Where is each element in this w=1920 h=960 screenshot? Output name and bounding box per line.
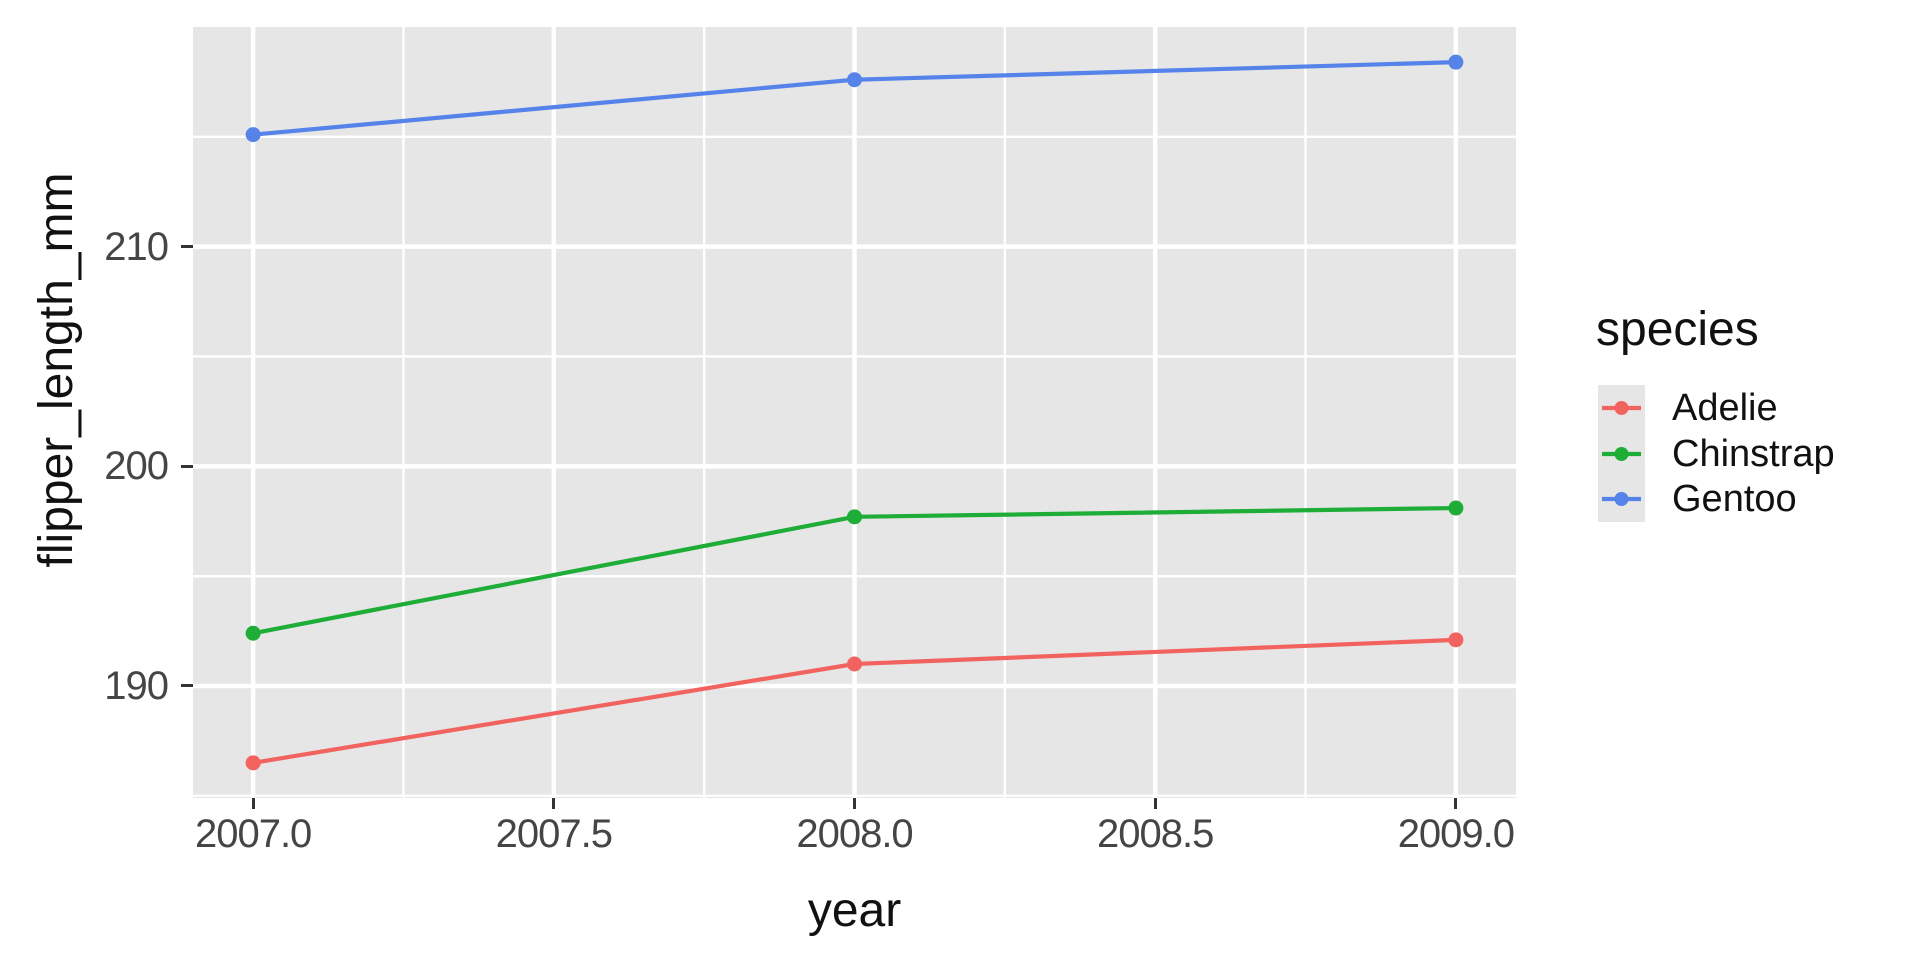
data-point-chinstrap	[1448, 500, 1464, 516]
legend-key-adelie	[1598, 385, 1645, 431]
x-tick-mark	[251, 798, 255, 809]
data-point-gentoo	[1448, 54, 1464, 70]
y-tick-label: 200	[104, 444, 169, 489]
x-tick-mark	[1454, 798, 1458, 809]
data-point-gentoo	[245, 127, 261, 143]
x-tick-label: 2008.5	[1097, 812, 1214, 856]
y-tick-mark	[181, 684, 193, 688]
data-point-adelie	[847, 656, 862, 672]
y-tick-label: 190	[104, 663, 169, 708]
data-point-chinstrap	[847, 509, 862, 525]
data-point-gentoo	[847, 72, 862, 88]
y-tick-label: 210	[104, 224, 169, 269]
plot-area-svg	[193, 27, 1516, 798]
x-tick-mark	[1153, 798, 1157, 809]
legend-title: species	[1596, 303, 1759, 356]
legend-key-symbol-adelie-icon	[1602, 401, 1641, 415]
x-tick-mark	[552, 798, 556, 809]
legend-key-chinstrap	[1598, 431, 1645, 477]
y-tick-mark	[181, 245, 193, 249]
x-tick-label: 2007.0	[194, 812, 312, 856]
x-axis-title: year	[807, 884, 902, 937]
legend-key-symbol-gentoo-icon	[1602, 492, 1641, 506]
y-axis-title: flipper_length_mm	[30, 172, 83, 568]
data-point-adelie	[1448, 632, 1464, 648]
legend-label-adelie: Adelie	[1672, 387, 1778, 429]
data-point-adelie	[245, 755, 261, 771]
x-tick-label: 2007.5	[495, 812, 613, 856]
x-tick-label: 2008.0	[796, 812, 913, 856]
legend-key-gentoo	[1598, 476, 1645, 522]
data-point-chinstrap	[245, 625, 261, 641]
legend-label-chinstrap: Chinstrap	[1672, 433, 1835, 475]
legend-key-symbol-chinstrap-icon	[1602, 447, 1641, 461]
x-tick-label: 2009.0	[1397, 812, 1515, 856]
plot-panel	[193, 27, 1516, 798]
y-tick-mark	[181, 464, 193, 468]
x-tick-mark	[853, 798, 856, 809]
legend-label-gentoo: Gentoo	[1672, 478, 1797, 520]
